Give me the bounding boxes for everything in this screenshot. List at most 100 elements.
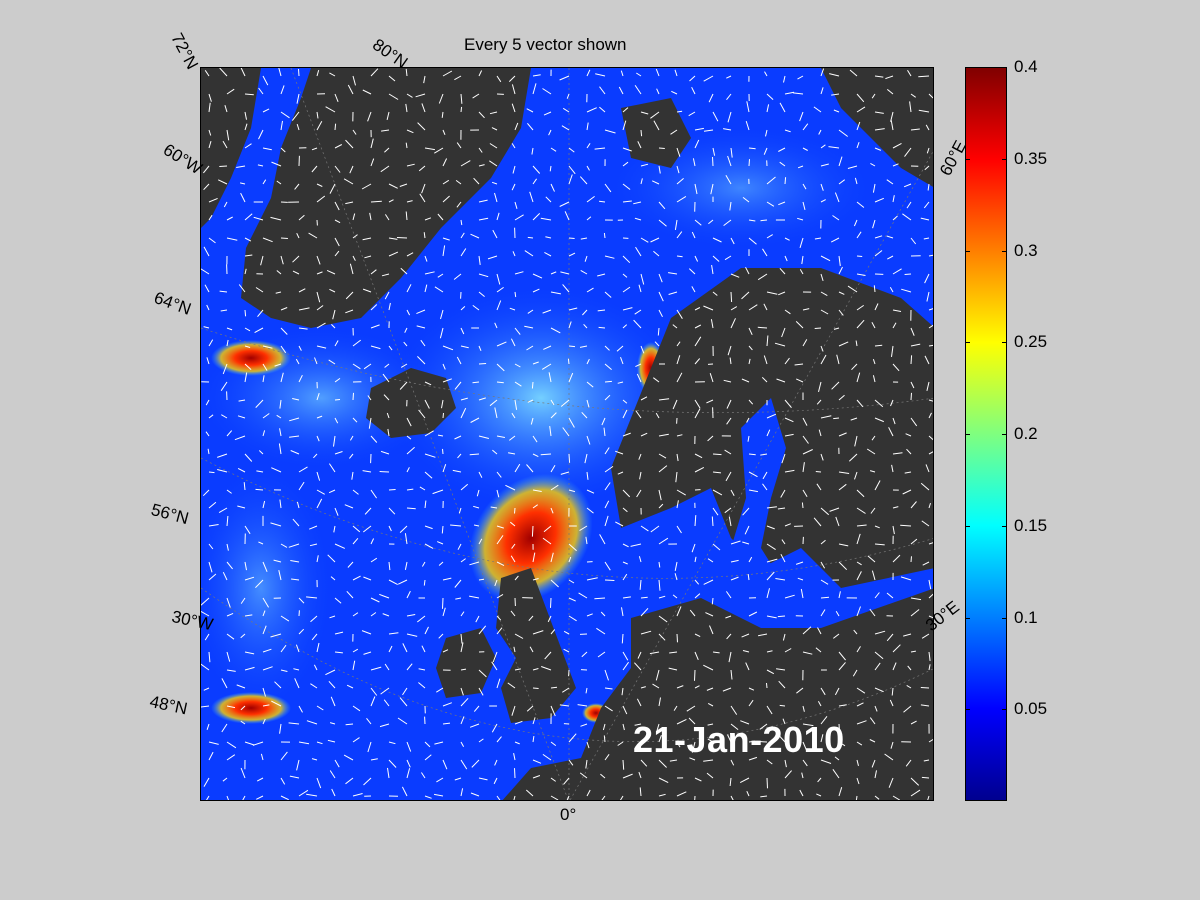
vector-arrow — [370, 557, 378, 563]
vector-arrow — [748, 556, 753, 563]
vector-arrow — [766, 759, 773, 765]
vector-arrow — [579, 176, 588, 185]
vector-arrow — [603, 232, 606, 239]
vector-arrow — [510, 338, 516, 347]
russia-arctic-land — [821, 68, 933, 187]
vector-arrow — [652, 377, 660, 383]
vector-arrow — [276, 414, 282, 419]
vector-arrow — [855, 795, 858, 800]
vector-arrow — [780, 489, 786, 498]
vector-arrow — [327, 739, 336, 743]
vector-arrow — [784, 523, 791, 527]
vector-arrow — [531, 381, 534, 389]
vector-arrow — [904, 147, 912, 157]
plot-title: Every 5 vector shown — [464, 35, 627, 54]
vector-arrow — [658, 219, 667, 227]
vector-arrow — [602, 723, 606, 731]
vector-arrow — [496, 736, 502, 743]
vector-arrow — [766, 413, 777, 419]
vector-arrow — [550, 399, 555, 406]
vector-arrow — [511, 705, 516, 716]
vector-arrow — [291, 111, 300, 121]
vector-arrow — [270, 216, 282, 221]
vector-arrow — [766, 93, 774, 100]
vector-arrow — [442, 722, 451, 725]
vector-arrow — [766, 335, 769, 347]
vector-arrow — [747, 435, 750, 442]
vector-arrow — [424, 795, 432, 799]
vector-arrow — [820, 453, 824, 461]
vector-arrow — [712, 291, 718, 296]
vector-arrow — [669, 759, 678, 762]
vector-arrow — [776, 378, 786, 383]
vector-arrow — [676, 633, 678, 643]
vector-arrow — [640, 178, 643, 185]
vector-arrow — [469, 595, 480, 599]
vector-arrow — [406, 129, 414, 134]
vector-arrow — [469, 723, 480, 728]
vector-arrow — [424, 399, 430, 409]
vector-arrow — [220, 309, 228, 312]
vector-arrow — [730, 669, 733, 680]
vector-arrow — [436, 687, 444, 693]
vector-arrow — [562, 284, 570, 293]
vector-arrow — [352, 648, 359, 653]
vector-arrow — [568, 733, 577, 743]
vector-arrow — [795, 321, 804, 329]
vector-arrow — [563, 648, 570, 653]
vector-arrow — [910, 417, 918, 427]
vector-arrow — [388, 632, 399, 635]
vector-arrow — [524, 325, 534, 329]
vector-arrow — [237, 505, 246, 509]
vector-arrow — [762, 483, 768, 491]
vector-arrow — [298, 741, 310, 745]
vector-arrow — [460, 232, 465, 239]
vector-arrow — [784, 648, 792, 653]
vector-arrow — [438, 561, 444, 566]
vector-arrow — [816, 483, 822, 491]
vector-arrow — [594, 147, 606, 150]
vector-arrow — [494, 322, 498, 329]
vector-arrow — [508, 452, 516, 455]
vector-arrow — [226, 741, 237, 749]
vector-arrow — [457, 453, 462, 459]
colorbar-tick-mark — [965, 67, 970, 68]
vector-arrow — [658, 633, 666, 641]
vector-arrow — [741, 633, 750, 638]
vector-arrow — [460, 741, 465, 747]
vector-arrow — [694, 685, 700, 689]
vector-arrow — [703, 75, 714, 82]
vector-arrow — [694, 183, 698, 195]
vector-arrow — [784, 255, 788, 262]
vector-arrow — [712, 489, 723, 496]
vector-arrow — [560, 471, 570, 475]
vector-arrow — [856, 201, 865, 208]
vector-arrow — [926, 381, 930, 392]
vector-arrow — [280, 111, 290, 119]
vector-arrow — [298, 374, 303, 383]
vector-arrow — [910, 355, 913, 365]
vector-arrow — [871, 93, 876, 99]
lat-label-48n: 48°N — [148, 692, 190, 719]
vector-arrow — [288, 722, 300, 725]
vector-arrow — [387, 428, 390, 437]
vector-arrow — [630, 543, 642, 547]
vector-arrow — [905, 433, 912, 437]
vector-arrow — [280, 751, 288, 761]
vector-arrow — [316, 121, 323, 131]
vector-arrow — [892, 163, 899, 167]
vector-arrow — [334, 543, 346, 549]
vector-arrow — [748, 147, 756, 150]
vector-arrow — [676, 355, 681, 365]
vector-arrow — [874, 630, 886, 635]
vector-arrow — [856, 273, 866, 276]
vector-arrow — [257, 164, 264, 167]
vector-arrow — [856, 304, 864, 311]
vector-arrow — [748, 489, 758, 493]
vector-arrow — [406, 741, 412, 752]
vector-arrow — [856, 646, 861, 653]
vector-arrow — [838, 156, 843, 167]
ireland-land — [436, 628, 496, 698]
vector-arrow — [370, 158, 375, 167]
vector-arrow — [388, 579, 398, 586]
